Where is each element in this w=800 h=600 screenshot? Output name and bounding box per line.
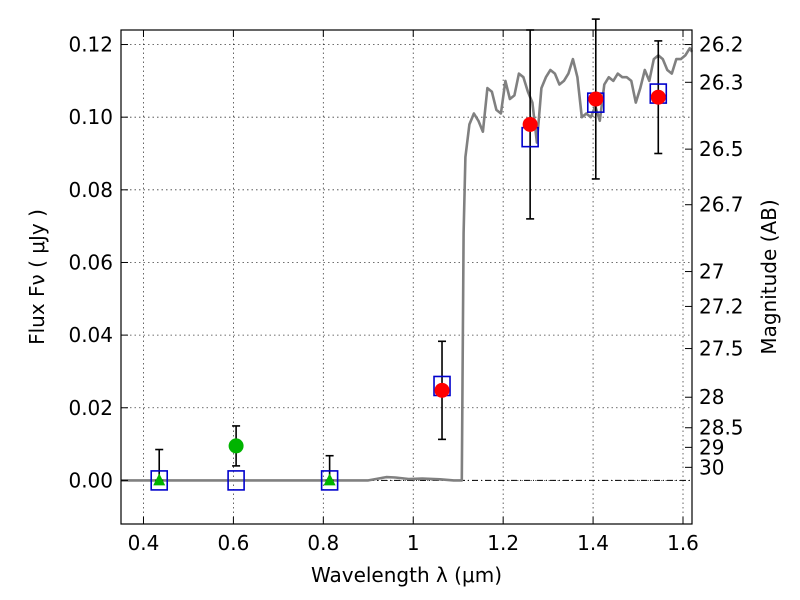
y2-tick-label: 27.2 — [699, 294, 744, 318]
nondetection-triangle — [323, 473, 336, 486]
y2-tick-label: 29 — [699, 435, 724, 459]
x-tick-label: 1.6 — [667, 531, 699, 555]
y-tick-label: 0.06 — [68, 250, 113, 274]
y2-tick-label: 27 — [699, 260, 724, 284]
x-tick-label: 1.4 — [577, 531, 609, 555]
y-tick-label: 0.02 — [68, 396, 113, 420]
y2-tick-label: 28 — [699, 385, 724, 409]
grid-lines — [121, 30, 692, 524]
y2-axis-title: Magnitude (AB) — [757, 199, 781, 354]
y-tick-label: 0.08 — [68, 178, 113, 202]
nondetection-circle — [228, 438, 244, 454]
nondetection-triangle — [153, 473, 166, 486]
model-photometry-square — [150, 470, 169, 491]
x-axis-title: Wavelength λ (μm) — [311, 563, 502, 587]
y-tick-label: 0.00 — [68, 468, 113, 492]
x-tick-label: 1.2 — [487, 531, 519, 555]
y-tick-label: 0.12 — [68, 33, 113, 57]
x-tick-label: 0.8 — [307, 531, 339, 555]
y2-tick-label: 26.3 — [699, 70, 744, 94]
x-tick-label: 0.6 — [217, 531, 249, 555]
model-spectrum-line — [121, 46, 694, 482]
y2-tick-label: 28.5 — [699, 416, 744, 440]
plot-frame — [120, 29, 693, 525]
y2-tick-label: 26.7 — [699, 193, 744, 217]
y2-tick-label: 27.5 — [699, 337, 744, 361]
y2-tick-label: 26.2 — [699, 33, 744, 57]
y-tick-label: 0.10 — [68, 105, 113, 129]
detection-circle — [434, 382, 450, 398]
y-axis-title: Flux Fν ( μJy ) — [25, 209, 49, 345]
model-photometry-square — [320, 470, 339, 491]
x-tick-label: 1 — [407, 531, 420, 555]
y-tick-label: 0.04 — [68, 323, 113, 347]
y2-tick-label: 30 — [699, 455, 724, 479]
detection-circle — [588, 91, 604, 107]
data-points — [150, 18, 668, 491]
axis-ticks: 0.4 0.6 0.8 1 1.2 1.4 1.6 0.00 0.02 0.04 0.06 0.08 0… — [68, 30, 744, 555]
detection-circle — [522, 116, 538, 132]
model-photometry-square — [227, 470, 245, 491]
detection-circle — [650, 89, 666, 105]
x-tick-label: 0.4 — [128, 531, 160, 555]
y2-tick-label: 26.5 — [699, 137, 744, 161]
